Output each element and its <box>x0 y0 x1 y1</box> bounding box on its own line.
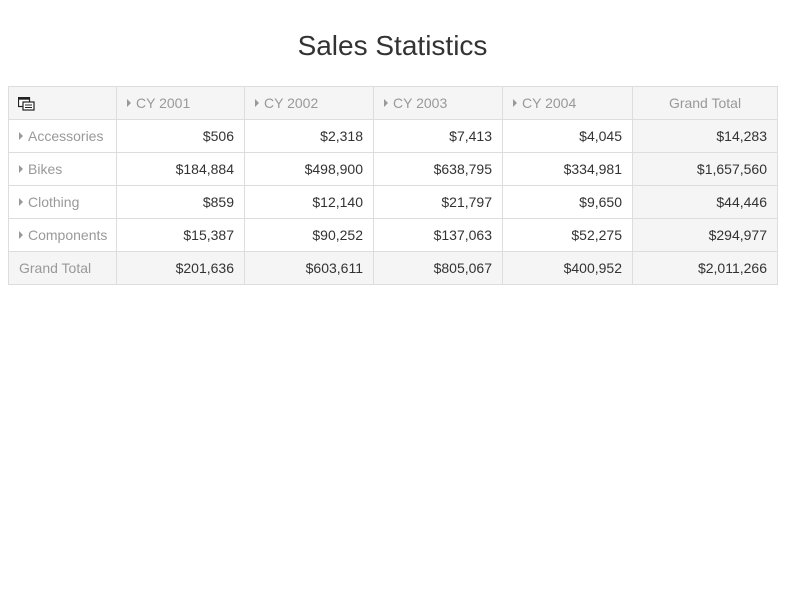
data-cell: $2,318 <box>244 119 374 153</box>
column-total-cell: $805,067 <box>373 251 503 285</box>
row-header-label: Bikes <box>28 161 63 177</box>
column-total-cell: $400,952 <box>502 251 633 285</box>
column-header-cy2002[interactable]: CY 2002 <box>244 86 374 120</box>
data-cell: $334,981 <box>502 152 633 186</box>
row-total-cell: $294,977 <box>632 218 778 252</box>
table-row: Components $15,387 $90,252 $137,063 $52,… <box>8 218 778 252</box>
column-total-cell: $603,611 <box>244 251 374 285</box>
data-cell: $9,650 <box>502 185 633 219</box>
data-cell: $15,387 <box>116 218 245 252</box>
row-header-bikes[interactable]: Bikes <box>8 152 117 186</box>
grand-total-cell: $2,011,266 <box>632 251 778 285</box>
column-total-cell: $201,636 <box>116 251 245 285</box>
page-title: Sales Statistics <box>297 30 488 61</box>
table-row: Bikes $184,884 $498,900 $638,795 $334,98… <box>8 152 778 186</box>
column-header-label: CY 2002 <box>264 95 319 111</box>
row-header-accessories[interactable]: Accessories <box>8 119 117 153</box>
row-header-grand-total: Grand Total <box>8 251 117 285</box>
expand-arrow-icon[interactable] <box>513 99 517 107</box>
expand-arrow-icon[interactable] <box>19 132 23 140</box>
expand-arrow-icon[interactable] <box>255 99 259 107</box>
row-total-cell: $1,657,560 <box>632 152 778 186</box>
expand-arrow-icon[interactable] <box>127 99 131 107</box>
pivot-grid: CY 2001 CY 2002 CY 2003 CY 2004 Grand To… <box>8 86 778 285</box>
row-header-label: Clothing <box>28 194 80 210</box>
row-header-clothing[interactable]: Clothing <box>8 185 117 219</box>
column-header-label: CY 2004 <box>522 95 577 111</box>
row-total-cell: $44,446 <box>632 185 778 219</box>
column-header-cy2001[interactable]: CY 2001 <box>116 86 245 120</box>
data-cell: $184,884 <box>116 152 245 186</box>
row-header-components[interactable]: Components <box>8 218 117 252</box>
data-cell: $52,275 <box>502 218 633 252</box>
field-chooser-cell[interactable] <box>8 86 117 120</box>
data-cell: $859 <box>116 185 245 219</box>
data-cell: $638,795 <box>373 152 503 186</box>
data-cell: $137,063 <box>373 218 503 252</box>
table-row: Accessories $506 $2,318 $7,413 $4,045 $1… <box>8 119 778 153</box>
table-row: Clothing $859 $12,140 $21,797 $9,650 $44… <box>8 185 778 219</box>
data-cell: $90,252 <box>244 218 374 252</box>
field-chooser-icon[interactable] <box>18 97 35 111</box>
row-header-label: Accessories <box>28 128 104 144</box>
expand-arrow-icon[interactable] <box>384 99 388 107</box>
data-cell: $7,413 <box>373 119 503 153</box>
data-cell: $21,797 <box>373 185 503 219</box>
column-header-label: CY 2001 <box>136 95 191 111</box>
expand-arrow-icon[interactable] <box>19 231 23 239</box>
column-header-cy2004[interactable]: CY 2004 <box>502 86 633 120</box>
data-cell: $4,045 <box>502 119 633 153</box>
row-total-cell: $14,283 <box>632 119 778 153</box>
column-header-grand-total: Grand Total <box>632 86 778 120</box>
column-header-cy2003[interactable]: CY 2003 <box>373 86 503 120</box>
data-cell: $506 <box>116 119 245 153</box>
data-cell: $12,140 <box>244 185 374 219</box>
row-header-label: Components <box>28 227 108 243</box>
column-header-label: CY 2003 <box>393 95 448 111</box>
column-header-row: CY 2001 CY 2002 CY 2003 CY 2004 Grand To… <box>8 86 778 120</box>
expand-arrow-icon[interactable] <box>19 165 23 173</box>
data-cell: $498,900 <box>244 152 374 186</box>
grand-total-row: Grand Total $201,636 $603,611 $805,067 $… <box>8 251 778 285</box>
expand-arrow-icon[interactable] <box>19 198 23 206</box>
